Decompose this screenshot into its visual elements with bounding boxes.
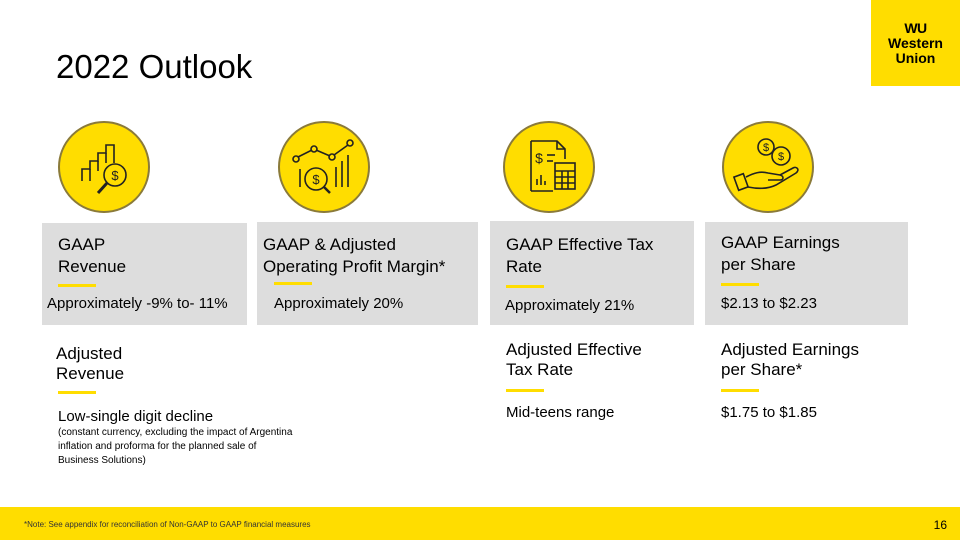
heading-line-2: per Share* <box>721 360 803 379</box>
accent-bar <box>506 389 544 392</box>
svg-text:$: $ <box>111 168 119 183</box>
gaap-revenue-value: Approximately -9% to- 11% <box>47 295 228 312</box>
effective-tax-value: Approximately 21% <box>505 297 635 314</box>
gaap-revenue-heading: GAAP Revenue <box>58 234 126 278</box>
eps-heading: GAAP Earnings per Share <box>721 232 840 276</box>
profit-trend-icon: $ <box>278 121 370 213</box>
heading-line-1: Adjusted <box>56 344 123 363</box>
heading-line-2: Tax Rate <box>506 360 574 379</box>
accent-bar <box>506 285 544 288</box>
heading-line-1: GAAP Earnings <box>721 233 840 252</box>
heading-line-1: GAAP Effective Tax <box>506 235 654 254</box>
adjusted-revenue-heading: Adjusted Revenue <box>56 344 124 384</box>
accent-bar <box>274 282 312 285</box>
operating-margin-heading: GAAP & Adjusted Operating Profit Margin* <box>263 234 445 278</box>
heading-line-2: per Share <box>721 255 796 274</box>
adjusted-tax-heading: Adjusted Effective Tax Rate <box>506 340 642 380</box>
heading-line-1: Adjusted Effective <box>506 340 642 359</box>
heading-line-1: GAAP & Adjusted <box>263 235 396 254</box>
adjusted-eps-value: $1.75 to $1.85 <box>721 404 817 421</box>
hand-coins-icon: $ $ <box>722 121 814 213</box>
western-union-logo: WU Western Union <box>871 0 960 86</box>
gaap-revenue-card <box>42 223 247 325</box>
eps-card <box>705 222 908 325</box>
heading-line-1: Adjusted Earnings <box>721 340 859 359</box>
effective-tax-card <box>490 221 694 325</box>
logo-name-line2: Union <box>895 49 936 66</box>
footnote: *Note: See appendix for reconciliation o… <box>24 520 311 529</box>
heading-line-2: Revenue <box>56 364 125 383</box>
svg-text:$: $ <box>778 151 784 163</box>
heading-line-1: GAAP <box>58 235 106 254</box>
accent-bar <box>721 389 759 392</box>
logo-mark: WU <box>904 19 927 36</box>
heading-line-2: Revenue <box>58 257 127 276</box>
svg-text:$: $ <box>763 142 769 154</box>
logo-name-line1: Western <box>888 34 943 51</box>
page-title: 2022 Outlook <box>56 48 253 85</box>
accent-bar <box>58 391 96 394</box>
tax-document-calculator-icon: $ <box>503 121 595 213</box>
svg-text:$: $ <box>535 150 543 166</box>
accent-bar <box>58 284 96 287</box>
adjusted-revenue-note: (constant currency, excluding the impact… <box>58 427 293 466</box>
eps-value: $2.13 to $2.23 <box>721 295 817 312</box>
heading-line-2: Operating Profit Margin* <box>263 257 446 276</box>
operating-margin-value: Approximately 20% <box>274 295 404 312</box>
adjusted-eps-heading: Adjusted Earnings per Share* <box>721 340 859 380</box>
effective-tax-heading: GAAP Effective Tax Rate <box>506 234 653 278</box>
heading-line-2: Rate <box>506 257 542 276</box>
accent-bar <box>721 283 759 286</box>
revenue-chart-magnifier-icon: $ <box>58 121 150 213</box>
operating-margin-card <box>257 222 478 325</box>
svg-text:$: $ <box>312 172 320 187</box>
adjusted-tax-value: Mid-teens range <box>506 404 615 421</box>
page-number: 16 <box>933 518 947 532</box>
footer-bar: *Note: See appendix for reconciliation o… <box>0 507 960 540</box>
adjusted-revenue-value: Low-single digit decline <box>58 408 214 425</box>
